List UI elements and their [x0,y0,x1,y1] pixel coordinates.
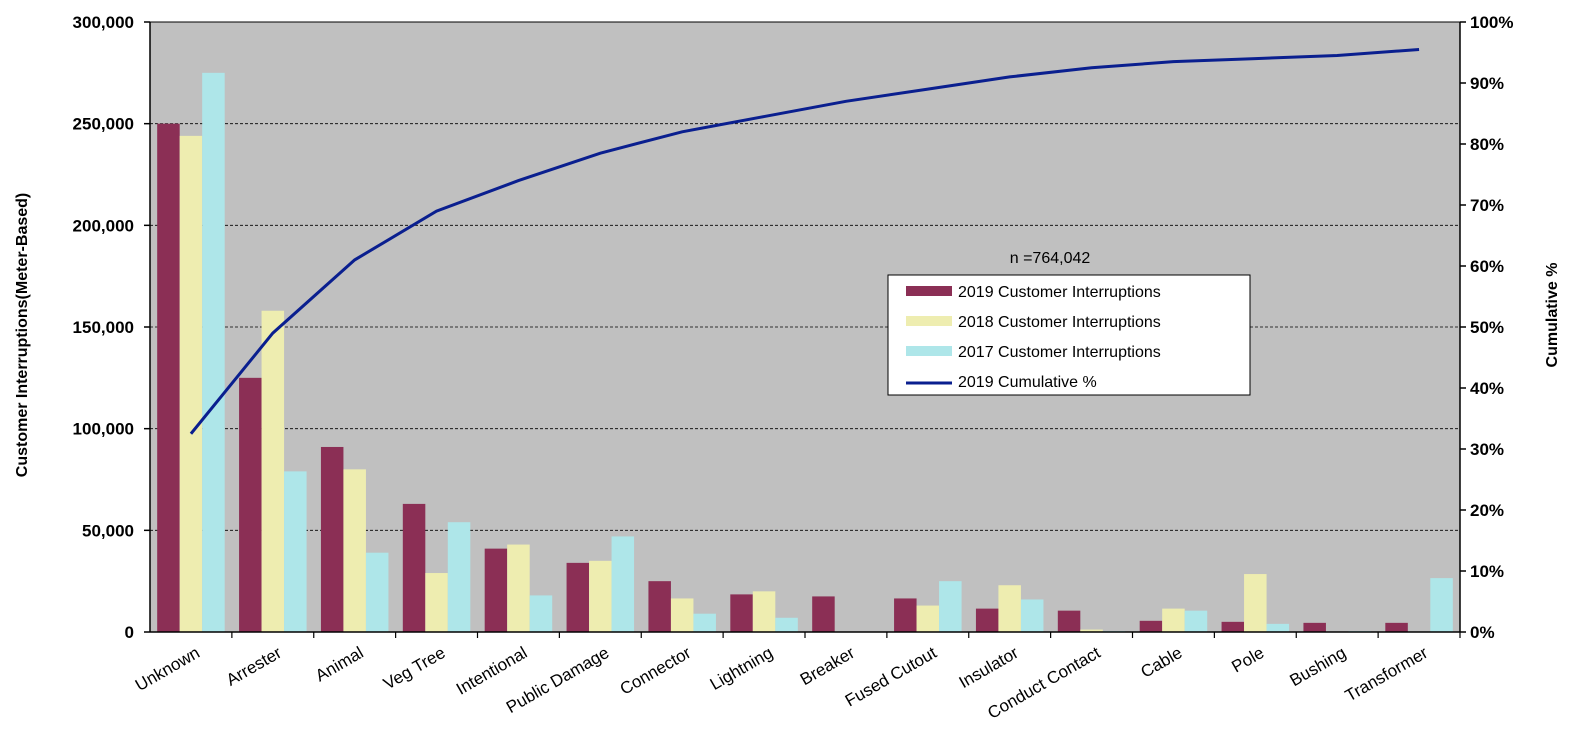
x-tick-label: Connector [617,643,695,699]
x-tick-label: Veg Tree [380,643,448,693]
bar-2017-fused-cutout [939,581,962,632]
bar-2018-arrester [261,310,285,632]
y2-tick-label: 90% [1470,74,1504,93]
bar-2019-cable [1139,620,1163,632]
bar-2018-animal [343,469,366,632]
x-tick-label: Unknown [132,643,203,695]
legend-label-cumulative: 2019 Cumulative % [958,374,1097,391]
bar-2018-conduct-contact [1080,629,1103,632]
y2-tick-label: 20% [1470,501,1504,520]
y-tick-label: 250,000 [73,115,134,134]
y-tick-label: 150,000 [73,318,134,337]
x-tick-label: Intentional [453,643,530,699]
bar-2018-cable [1162,608,1185,632]
legend-label-2017: 2017 Customer Interruptions [958,344,1161,361]
bar-2018-veg-tree [425,573,448,632]
y2-tick-label: 40% [1470,379,1504,398]
legend-label-2019: 2019 Customer Interruptions [958,284,1161,301]
y-tick-label: 0 [125,623,134,642]
right-axis-ticks: 0% 10% 20% 30% 40% 50% 60% 70% 80% 90% 100% [1460,13,1513,642]
cumulative-polyline [189,47,1420,435]
x-tick-label: Insulator [956,643,1022,692]
y-tick-label: 50,000 [82,521,134,540]
bar-2018-connector [670,598,694,632]
bar-2019-veg-tree [402,503,426,632]
bar-2019-conduct-contact [1057,610,1081,632]
bar-2017-pole [1266,623,1290,632]
cumulative-line [189,47,1420,435]
x-tick-label: Fused Cutout [842,643,940,711]
bar-2018-fused-cutout [916,605,940,632]
bar-2018-lightning [752,591,776,632]
y-tick-label: 200,000 [73,216,134,235]
bar-2019-insulator [975,608,999,632]
bar-2019-arrester [239,377,262,632]
y-tick-label: 100,000 [73,420,134,439]
bar-2019-connector [648,581,671,632]
bar-2017-transformer [1430,578,1453,632]
bar-2019-intentional [484,548,508,632]
x-tick-label: Lightning [707,643,776,694]
bar-2017-intentional [529,595,553,632]
x-tick-label: Bushing [1286,643,1349,690]
bar-2018-unknown [179,135,203,632]
x-tick-label: Animal [312,643,367,685]
y2-tick-label: 70% [1470,196,1504,215]
bar-2019-unknown [157,123,180,633]
bar-2019-animal [320,446,344,632]
bar-2018-pole [1244,574,1267,632]
legend-label-2018: 2018 Customer Interruptions [958,314,1161,331]
y-axis-title: Customer Interruptions(Meter-Based) [14,193,31,477]
bar-2017-veg-tree [447,522,471,632]
y2-tick-label: 0% [1470,623,1495,642]
legend-swatch-2017 [906,346,952,356]
bar-2017-insulator [1020,599,1044,632]
bar-2017-arrester [284,471,307,632]
bar-2017-animal [365,552,389,632]
bar-2019-lightning [730,594,753,632]
bar-2018-insulator [998,585,1021,632]
bar-2019-pole [1221,621,1245,632]
x-tick-label: Cable [1137,643,1185,682]
bar-2019-public-damage [566,562,590,632]
left-axis-ticks: 0 50,000 100,000 150,000 200,000 250,000 300,0… [73,13,150,642]
bar-2017-unknown [202,72,225,633]
bar-2017-public-damage [611,536,635,632]
bar-2019-transformer [1385,622,1408,632]
bar-2019-bushing [1303,622,1326,632]
bar-series [157,72,1453,633]
legend-swatch-2019 [906,286,952,296]
legend: 2019 Customer Interruptions 2018 Custome… [887,274,1251,396]
x-axis-ticks: Unknown Arrester Animal Veg Tree Intentional… [132,632,1461,723]
x-tick-label: Transformer [1342,643,1431,706]
legend-swatch-2018 [906,316,952,326]
y2-tick-label: 10% [1470,562,1504,581]
x-tick-label: Pole [1228,643,1267,676]
y2-tick-label: 100% [1470,13,1513,32]
bar-2017-cable [1184,610,1208,632]
y2-axis-title: Cumulative % [1544,263,1561,368]
bar-2017-connector [693,613,716,632]
y2-tick-label: 50% [1470,318,1504,337]
sample-size-annotation: n =764,042 [1010,250,1091,267]
bar-2018-intentional [507,544,530,632]
bar-2018-public-damage [589,560,612,632]
y2-tick-label: 80% [1470,135,1504,154]
y2-tick-label: 60% [1470,257,1504,276]
x-tick-label: Breaker [797,643,858,689]
y-tick-label: 300,000 [73,13,134,32]
bar-2019-fused-cutout [894,598,917,632]
y2-tick-label: 30% [1470,440,1504,459]
x-tick-label: Arrester [223,643,285,690]
bar-2019-breaker [812,596,835,632]
bar-2017-lightning [775,617,798,632]
